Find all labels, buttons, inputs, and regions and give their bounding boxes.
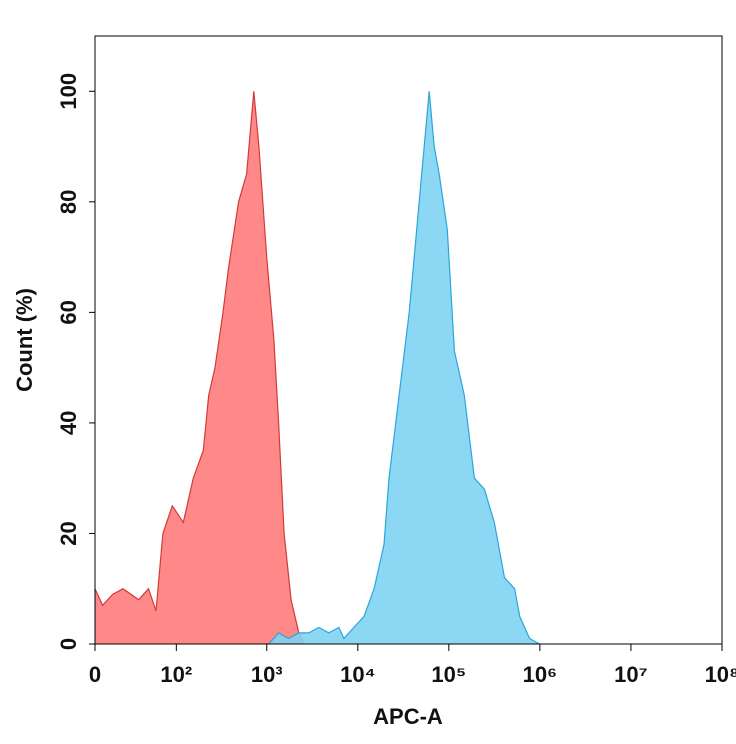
y-tick-label: 100 [56,73,81,110]
x-tick-label: 0 [89,662,101,687]
x-tick-label: 10⁴ [340,662,375,687]
histogram-outline [268,91,540,645]
x-tick-label: 10³ [251,662,283,687]
y-tick-label: 0 [56,638,81,650]
histogram-area [268,91,540,645]
histogram-outline [94,91,305,645]
histogram-area [95,91,304,645]
x-tick-label: 10⁶ [523,662,558,687]
x-tick-label: 10⁸ [705,662,736,687]
x-tick-label: 10² [160,662,192,687]
y-tick-label: 20 [56,521,81,545]
y-tick-label: 80 [56,190,81,214]
plot-frame [94,35,723,645]
x-tick-label: 10⁵ [431,662,466,687]
y-tick-label: 40 [56,411,81,435]
y-tick-label: 60 [56,300,81,324]
x-axis-label: APC-A [373,704,443,729]
y-axis-label: Count (%) [12,288,37,392]
x-tick-label: 10⁷ [614,662,648,687]
